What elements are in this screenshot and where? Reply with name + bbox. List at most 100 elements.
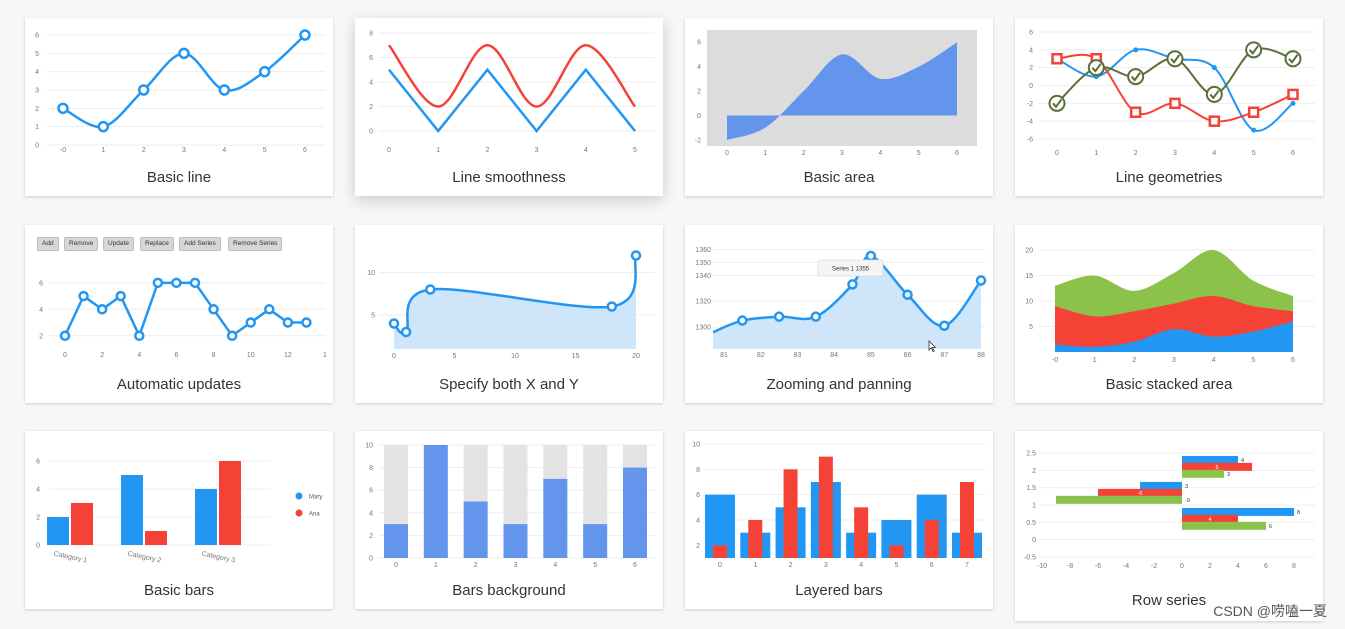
- data-point: [57, 102, 69, 115]
- check-icon: [1170, 54, 1181, 64]
- chart-automatic-updates: 2 4 6 0 2 4 6 8 10 12 1: [39, 277, 327, 359]
- y-tick-label: 6: [39, 280, 43, 287]
- y-tick-label: 4: [36, 487, 40, 494]
- x-tick-label: 83: [794, 352, 802, 359]
- y-tick-label: 6: [35, 33, 39, 40]
- replace-button[interactable]: Replace: [140, 237, 174, 251]
- bar: [384, 524, 408, 558]
- y-tick-label: 0: [36, 543, 40, 550]
- update-button[interactable]: Update: [103, 237, 134, 251]
- card-specify-x-y[interactable]: 5 10 0 5 10 15 20 Specify both X and Y: [355, 225, 663, 403]
- row-value-label: 3: [1185, 484, 1188, 490]
- row-bar: [1182, 507, 1294, 516]
- check-icon: [1091, 63, 1102, 73]
- card-zooming-panning[interactable]: 1300 1320 1340 1350 1360 81 82 83 84 85 86 87 88 Seri…: [685, 225, 993, 403]
- row-bar: [1182, 462, 1252, 471]
- x-tick-label: 1: [1093, 357, 1097, 364]
- x-tick-label: 1: [323, 352, 327, 359]
- x-tick-label: 0: [725, 150, 729, 157]
- bar: [47, 517, 69, 545]
- x-tick-label: Category 3: [201, 551, 236, 565]
- y-tick-label: 0: [1029, 83, 1033, 90]
- row-bar: [1182, 455, 1238, 464]
- row-value-label: -9: [1185, 498, 1190, 504]
- card-bars-background[interactable]: 0 2 4 6 8 10 0 1 2 3 4 5 6 Bars background: [355, 431, 663, 609]
- card-title: Row series: [1131, 592, 1207, 609]
- x-tick-label: -4: [1123, 563, 1129, 570]
- bar: [121, 475, 143, 545]
- y-tick-label: 5: [371, 313, 375, 320]
- card-layered-bars[interactable]: 2 4 6 8 10 0 1 2 3 4 5 6 7 Layered bars: [685, 431, 993, 609]
- card-basic-area[interactable]: -2 0 2 4 6 0 1 2 3 4 5 6 Basic area: [685, 18, 993, 196]
- y-tick-label: 6: [1029, 30, 1033, 37]
- x-tick-label: -8: [1067, 563, 1073, 570]
- y-tick-label: 4: [369, 80, 373, 87]
- card-basic-line[interactable]: 0 1 2 3 4 5 6 -0 1 2 3 4 5 6 Basic line: [25, 18, 333, 196]
- cursor-icon: [928, 340, 937, 353]
- y-tick-label: 1350: [695, 260, 711, 267]
- row-bar: [1182, 469, 1224, 478]
- check-marker: [1245, 41, 1263, 59]
- x-tick-label: 1: [101, 147, 105, 154]
- card-basic-bars[interactable]: 0 2 4 6 Category 1 Category 2 Category 3 Mary An…: [25, 431, 333, 609]
- data-point: [1211, 65, 1217, 71]
- add-button[interactable]: Add: [37, 237, 59, 251]
- add-series-button[interactable]: Add Series: [179, 237, 221, 251]
- card-row-series[interactable]: -0.5 0 0.5 1 1.5 2 2.5 -10 -8 -6 -4 -2 0 2 4 6 8 4 5 3 3 -6 -9…: [1015, 431, 1323, 621]
- card-line-geometries[interactable]: -6 -4 -2 0 2 4 6 0 1 2 3 4 5 6 Line geometries: [1015, 18, 1323, 196]
- x-tick-label: 6: [1264, 563, 1268, 570]
- x-tick-label: Category 2: [127, 551, 162, 565]
- card-title: Automatic updates: [116, 376, 242, 393]
- data-point: [400, 326, 412, 338]
- chart-basic-area: -2 0 2 4 6 0 1 2 3 4 5 6: [695, 30, 977, 157]
- y-tick-label: 8: [696, 467, 700, 474]
- x-tick-label: 5: [263, 147, 267, 154]
- x-tick-label: Category 1: [53, 551, 88, 565]
- x-tick-label: 2: [789, 562, 793, 569]
- x-tick-label: 85: [867, 352, 875, 359]
- y-tick-label: 1340: [695, 273, 711, 280]
- area-fill: [727, 42, 957, 140]
- x-tick-label: 81: [720, 352, 728, 359]
- chart-row-series: -0.5 0 0.5 1 1.5 2 2.5 -10 -8 -6 -4 -2 0 2 4 6 8 4 5 3 3 -6 -9…: [1024, 451, 1315, 570]
- data-point: [810, 311, 822, 322]
- x-tick-label: 3: [824, 562, 828, 569]
- chart-specify-x-y: 5 10 0 5 10 15 20: [367, 250, 655, 360]
- bar-front: [783, 469, 798, 558]
- y-tick-label: 2: [369, 533, 373, 540]
- x-tick-label: 3: [840, 150, 844, 157]
- check-marker: [1284, 50, 1302, 68]
- data-point: [171, 277, 182, 289]
- x-tick-label: 1: [436, 147, 440, 154]
- y-tick-label: -2: [1027, 101, 1033, 108]
- square-marker: [1247, 106, 1260, 118]
- check-icon: [1052, 98, 1063, 109]
- card-stacked-area[interactable]: 5 10 15 20 -0 1 2 3 4 5 6 Basic stacked area: [1015, 225, 1323, 403]
- y-tick-label: 20: [1025, 248, 1033, 255]
- remove-series-button[interactable]: Remove Series: [228, 237, 283, 251]
- y-tick-label: 4: [39, 307, 43, 314]
- x-tick-label: 4: [859, 562, 863, 569]
- y-tick-label: 5: [35, 51, 39, 58]
- row-value-label: 5: [1215, 465, 1218, 471]
- chart-basic-bars: 0 2 4 6 Category 1 Category 2 Category 3 Mary An…: [36, 459, 322, 565]
- card-title: Basic bars: [143, 582, 215, 599]
- y-tick-label: 10: [367, 270, 375, 277]
- y-tick-label: 0: [369, 556, 373, 563]
- x-tick-label: 6: [1291, 357, 1295, 364]
- check-marker: [1166, 50, 1184, 68]
- remove-button[interactable]: Remove: [64, 237, 99, 251]
- x-tick-label: 84: [830, 352, 838, 359]
- card-line-smoothness[interactable]: 0 2 4 6 8 0 1 2 3 4 5 Line smoothness: [355, 18, 663, 196]
- check-icon: [1288, 54, 1299, 64]
- y-tick-label: 2: [1032, 468, 1036, 475]
- x-tick-label: 0: [1055, 150, 1059, 157]
- card-automatic-updates[interactable]: Add Remove Update Replace Add Series Rem…: [25, 225, 333, 403]
- x-tick-label: 2: [1208, 563, 1212, 570]
- x-tick-label: 12: [284, 352, 292, 359]
- x-tick-label: -10: [1037, 563, 1047, 570]
- tooltip-box: [817, 259, 884, 277]
- y-tick-label: 1300: [695, 325, 711, 332]
- x-tick-label: 6: [955, 150, 959, 157]
- check-marker: [1127, 68, 1145, 86]
